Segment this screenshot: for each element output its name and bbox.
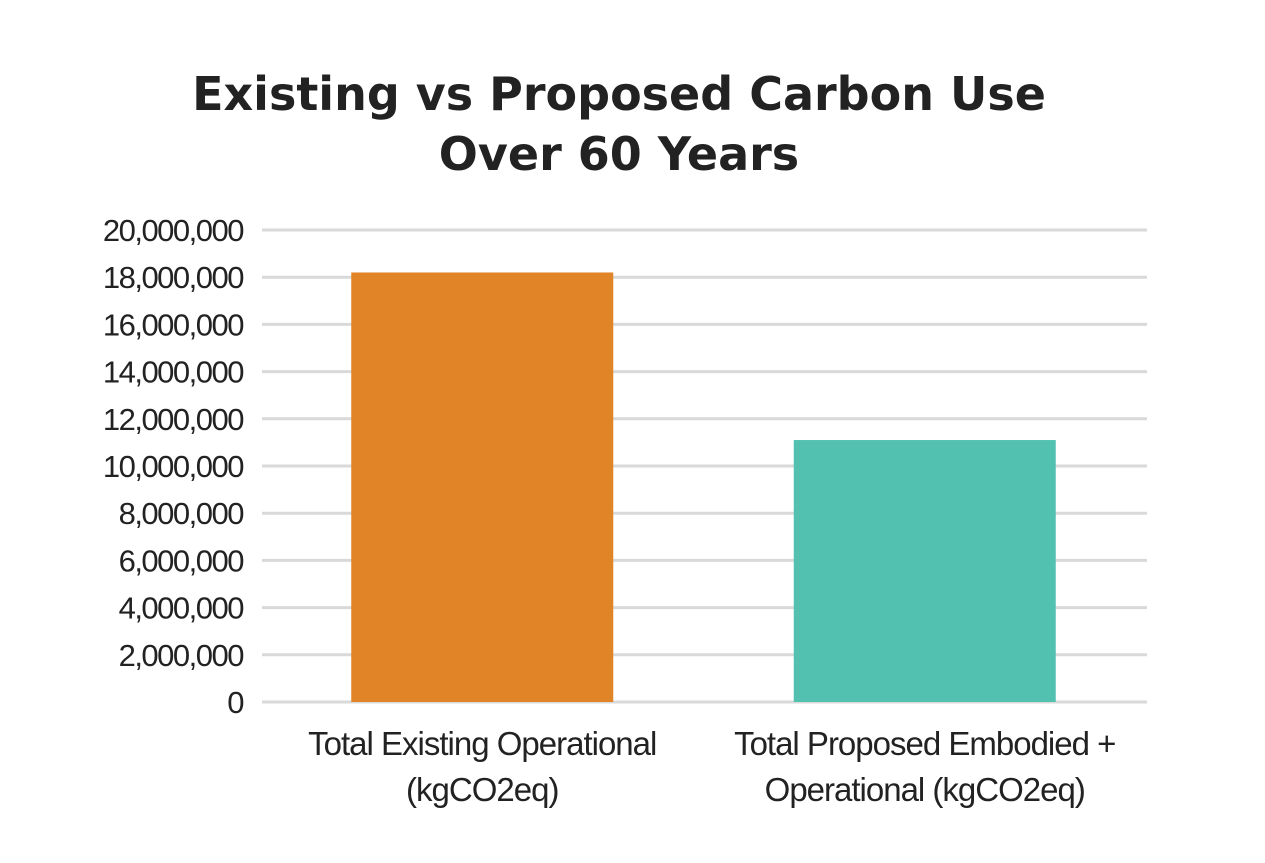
x-category-label-0-line-1: (kgCO2eq) xyxy=(406,771,558,808)
x-category-label-0: Total Existing Operational (kgCO2eq) xyxy=(308,725,656,808)
chart-title-line-1: Existing vs Proposed Carbon Use xyxy=(192,67,1046,121)
x-category-label-0-line-0: Total Existing Operational xyxy=(308,725,656,762)
chart-title-line-2: Over 60 Years xyxy=(439,127,799,181)
y-axis-tick-labels: 0 2,000,000 4,000,000 6,000,000 8,000,000 10,… xyxy=(103,213,246,720)
y-tick-label-6: 12,000,000 xyxy=(103,402,244,437)
y-tick-label-10: 20,000,000 xyxy=(103,213,244,248)
y-tick-label-3: 6,000,000 xyxy=(119,543,245,578)
x-category-label-1-line-0: Total Proposed Embodied + xyxy=(734,725,1115,762)
bars xyxy=(351,272,1056,702)
y-tick-label-9: 18,000,000 xyxy=(103,260,244,295)
y-tick-label-7: 14,000,000 xyxy=(103,355,244,390)
y-tick-label-0: 0 xyxy=(227,685,244,720)
y-tick-label-8: 16,000,000 xyxy=(103,307,244,342)
y-tick-label-1: 2,000,000 xyxy=(119,638,245,673)
x-axis-category-labels: Total Existing Operational (kgCO2eq)Total… xyxy=(308,725,1116,808)
bar-0 xyxy=(351,272,614,702)
bar-1 xyxy=(793,440,1056,702)
x-category-label-1-line-1: Operational (kgCO2eq) xyxy=(765,771,1085,808)
x-category-label-1: Total Proposed Embodied + Operational (kg… xyxy=(734,725,1115,808)
y-tick-label-5: 10,000,000 xyxy=(103,449,244,484)
y-tick-label-4: 8,000,000 xyxy=(119,496,245,531)
y-tick-label-2: 4,000,000 xyxy=(119,591,245,626)
